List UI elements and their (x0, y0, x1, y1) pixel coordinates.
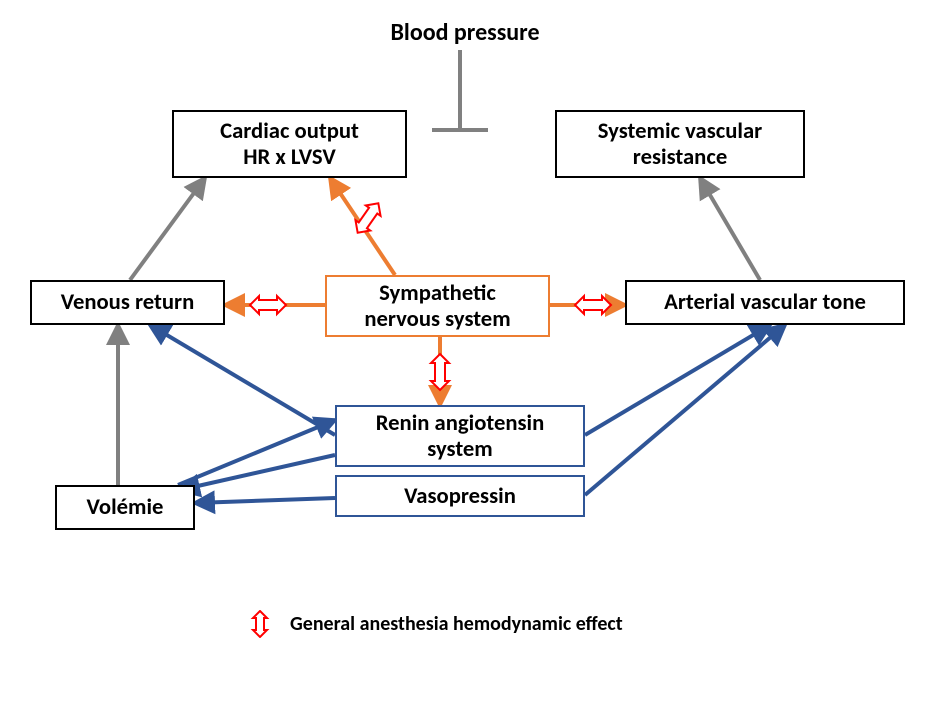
node-arterial-vascular-tone: Arterial vascular tone (625, 280, 905, 325)
node-vasopressin: Vasopressin (335, 475, 585, 517)
node-sympathetic-nervous-system: Sympatheticnervous system (325, 275, 550, 337)
node-systemic-vascular-resistance: Systemic vascularresistance (555, 110, 805, 178)
node-venous-return: Venous return (30, 280, 225, 325)
diagram-canvas: Blood pressure Cardiac outputHR x LVSV S… (0, 0, 950, 702)
node-cardiac-output: Cardiac outputHR x LVSV (172, 110, 407, 178)
node-label: Sympatheticnervous system (364, 280, 510, 332)
legend-label: General anesthesia hemodynamic effect (290, 612, 623, 636)
node-label: Blood pressure (390, 19, 539, 47)
node-blood-pressure: Blood pressure (350, 15, 580, 50)
legend: General anesthesia hemodynamic effect (240, 610, 623, 638)
node-label: Vasopressin (404, 483, 516, 509)
node-label: Cardiac outputHR x LVSV (220, 118, 359, 170)
node-label: Venous return (61, 289, 195, 315)
node-volemie: Volémie (55, 485, 195, 530)
node-renin-angiotensin-system: Renin angiotensinsystem (335, 405, 585, 467)
edges-layer (0, 0, 950, 702)
node-label: Volémie (87, 494, 164, 520)
node-label: Arterial vascular tone (664, 289, 866, 315)
double-arrow-icon (240, 610, 280, 638)
node-label: Systemic vascularresistance (598, 118, 762, 170)
node-label: Renin angiotensinsystem (376, 410, 545, 462)
